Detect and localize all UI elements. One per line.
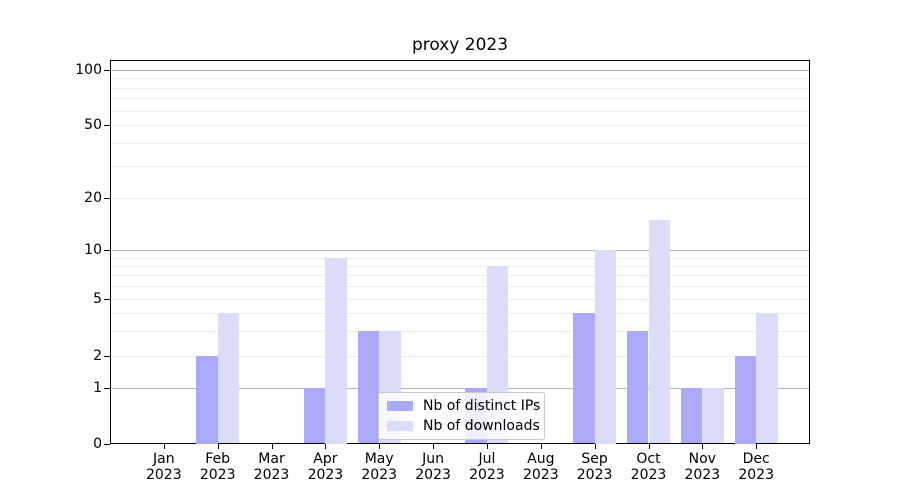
gridline-minor [111, 198, 809, 200]
y-tick-label: 2 [93, 348, 102, 364]
x-tick-mark [648, 444, 650, 449]
x-tick-mark [486, 444, 488, 449]
legend-label-distinct-ips: Nb of distinct IPs [423, 398, 541, 414]
x-tick-label: Aug 2023 [522, 451, 559, 483]
y-tick-mark [104, 250, 110, 251]
legend-row-downloads: Nb of downloads [387, 419, 540, 433]
legend-swatch-downloads [387, 421, 413, 431]
gridline-minor [111, 275, 809, 277]
bar-distinct-ips [303, 387, 326, 444]
y-tick-label: 20 [84, 190, 102, 207]
y-tick-mark [104, 70, 110, 71]
bar-downloads [756, 313, 778, 444]
x-tick-label: Mar 2023 [253, 451, 290, 483]
x-tick-label: Oct 2023 [630, 451, 667, 483]
y-tick-mark [104, 125, 110, 126]
x-tick-label: Sep 2023 [576, 451, 613, 483]
bar-downloads [217, 313, 240, 444]
gridline-minor [111, 286, 809, 288]
y-tick-mark [104, 387, 110, 389]
y-tick-mark [104, 299, 110, 301]
x-tick-mark [325, 444, 327, 449]
x-tick-mark [594, 444, 596, 449]
x-tick-mark [379, 444, 381, 449]
gridline-minor [111, 265, 809, 267]
gridline-minor [111, 356, 809, 357]
x-tick-label: Feb 2023 [199, 451, 236, 483]
gridline-minor [111, 98, 809, 100]
y-tick-mark [104, 198, 110, 200]
gridline-minor [111, 165, 809, 167]
y-tick-mark [104, 356, 110, 357]
gridline-minor [111, 87, 809, 89]
gridline-minor [111, 110, 809, 112]
gridline-minor [111, 125, 809, 126]
legend-label-downloads: Nb of downloads [423, 418, 540, 434]
bar-distinct-ips [573, 313, 595, 444]
legend: Nb of distinct IPs Nb of downloads [378, 392, 545, 440]
x-tick-label: Jul 2023 [469, 451, 505, 483]
x-tick-label: Dec 2023 [738, 451, 774, 483]
x-tick-label: May 2023 [361, 451, 397, 483]
gridline-minor [111, 299, 809, 301]
y-tick-label: 50 [84, 117, 102, 133]
bar-distinct-ips [734, 356, 757, 444]
bar-distinct-ips [680, 387, 703, 444]
y-tick-label: 10 [84, 242, 102, 258]
y-tick-label: 1 [93, 379, 102, 396]
x-tick-mark [540, 444, 542, 449]
legend-row-distinct-ips: Nb of distinct IPs [387, 399, 540, 413]
bar-downloads [325, 257, 347, 444]
bar-downloads [702, 387, 724, 444]
gridline-minor [111, 330, 809, 332]
x-tick-label: Jan 2023 [145, 451, 182, 483]
plot-area [110, 60, 810, 444]
legend-swatch-distinct-ips [387, 401, 413, 411]
x-tick-mark [271, 444, 273, 449]
y-tick-label: 5 [93, 291, 102, 308]
chart-title: proxy 2023 [411, 35, 509, 55]
y-tick-label: 100 [75, 62, 102, 78]
bar-distinct-ips [357, 330, 380, 444]
gridline-minor [111, 142, 809, 144]
y-tick-mark [104, 443, 110, 445]
gridline-minor [111, 257, 809, 259]
bar-distinct-ips [196, 356, 218, 444]
x-tick-label: Nov 2023 [684, 451, 721, 483]
x-tick-label: Apr 2023 [307, 451, 344, 483]
x-tick-mark [756, 444, 758, 449]
gridline-decade [111, 250, 809, 251]
x-tick-mark [163, 444, 165, 449]
x-tick-label: Jun 2023 [415, 451, 451, 483]
bar-downloads [648, 219, 670, 444]
gridline-decade [111, 70, 809, 71]
gridline-minor [111, 78, 809, 80]
gridline-minor [111, 313, 809, 315]
gridline-decade [111, 387, 809, 389]
x-tick-mark [217, 444, 219, 449]
x-tick-mark [702, 444, 704, 449]
bar-downloads [594, 250, 617, 444]
x-tick-mark [433, 444, 435, 449]
bar-distinct-ips [626, 330, 649, 444]
y-tick-label: 0 [93, 435, 102, 452]
